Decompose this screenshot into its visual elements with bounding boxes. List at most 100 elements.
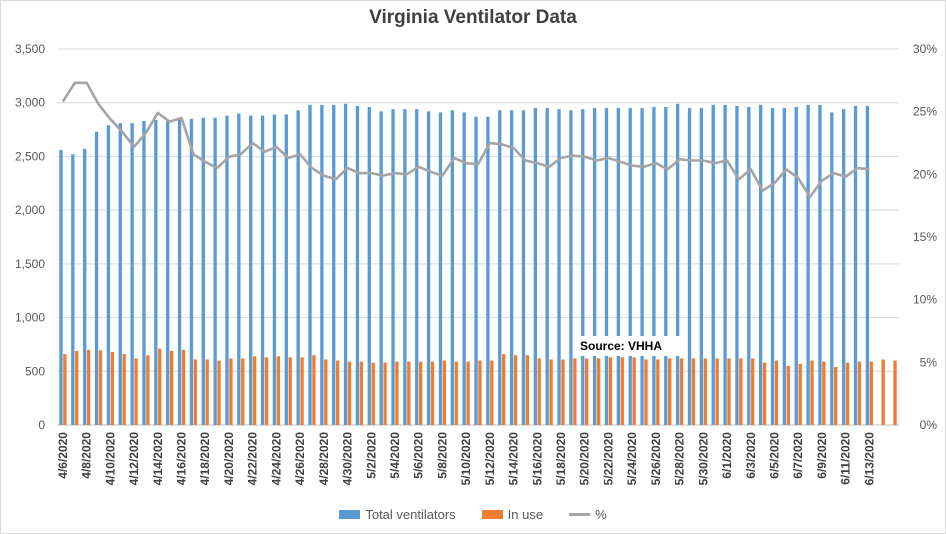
total-ventilators-bar bbox=[367, 107, 371, 426]
in-use-bar bbox=[347, 361, 352, 425]
x-tick-label: 4/20/2020 bbox=[222, 432, 236, 486]
y-left-tick-label: 3,000 bbox=[15, 96, 45, 110]
in-use-bar bbox=[181, 349, 186, 425]
x-tick-label: 5/22/2020 bbox=[601, 432, 615, 486]
total-ventilators-bar bbox=[59, 149, 63, 426]
x-tick-label: 4/18/2020 bbox=[198, 432, 212, 486]
in-use-bar bbox=[525, 355, 530, 425]
in-use-bar bbox=[691, 358, 696, 425]
y-right-tick-label: 25% bbox=[913, 105, 937, 119]
in-use-bar bbox=[751, 358, 755, 425]
total-ventilators-bar bbox=[842, 109, 846, 425]
in-use-bars bbox=[63, 348, 897, 425]
in-use-bar bbox=[241, 358, 245, 425]
x-tick-label: 5/6/2020 bbox=[412, 432, 426, 479]
in-use-bar bbox=[834, 366, 838, 425]
total-ventilators-bar bbox=[189, 118, 194, 425]
in-use-bar bbox=[608, 357, 613, 425]
x-tick-label: 5/26/2020 bbox=[649, 432, 663, 486]
in-use-bar bbox=[146, 355, 150, 425]
x-tick-label: 5/28/2020 bbox=[673, 432, 687, 486]
in-use-bar bbox=[596, 358, 601, 425]
total-ventilators-bar bbox=[699, 108, 704, 425]
total-ventilators-bar bbox=[225, 115, 229, 425]
y-right-tick-label: 30% bbox=[913, 42, 937, 56]
total-ventilators-bar bbox=[735, 105, 739, 426]
y-right-tick-label: 15% bbox=[913, 230, 937, 244]
legend-swatch-total bbox=[339, 510, 361, 519]
total-ventilators-bar bbox=[71, 154, 75, 425]
in-use-bar bbox=[98, 350, 103, 425]
x-tick-label: 4/10/2020 bbox=[103, 432, 117, 486]
x-tick-label: 4/28/2020 bbox=[317, 432, 331, 486]
y-left-tick-label: 3,500 bbox=[15, 42, 45, 56]
right-axis-ticks: 0% 5% 10% 15% 20% 25% 30% bbox=[913, 42, 937, 432]
total-ventilators-bar bbox=[450, 110, 454, 425]
in-use-bar bbox=[585, 358, 589, 425]
x-tick-label: 6/3/2020 bbox=[744, 432, 758, 479]
in-use-bar bbox=[857, 361, 862, 425]
in-use-bar bbox=[122, 354, 126, 425]
total-ventilators-bar bbox=[237, 113, 241, 425]
in-use-bar bbox=[656, 359, 660, 425]
y-left-tick-label: 1,000 bbox=[15, 311, 45, 325]
in-use-bar bbox=[217, 360, 221, 425]
in-use-bar bbox=[620, 357, 624, 425]
source-annotation: Source: VHHA bbox=[574, 336, 682, 356]
total-ventilators-bar bbox=[664, 107, 668, 426]
total-ventilators-bar bbox=[592, 108, 597, 425]
total-ventilators-bar bbox=[604, 108, 609, 425]
x-tick-label: 6/1/2020 bbox=[720, 432, 734, 479]
x-tick-label: 4/12/2020 bbox=[127, 432, 141, 486]
x-tick-label: 5/2/2020 bbox=[364, 432, 378, 479]
legend-item-percent[interactable]: % bbox=[569, 507, 607, 522]
total-ventilators-bar bbox=[391, 109, 395, 425]
total-ventilators-bar bbox=[652, 107, 656, 426]
total-ventilators-bar bbox=[533, 108, 537, 425]
in-use-bar bbox=[513, 355, 518, 425]
in-use-bar bbox=[869, 361, 873, 425]
x-tick-label: 5/16/2020 bbox=[530, 432, 544, 486]
in-use-bar bbox=[466, 361, 470, 425]
in-use-bar bbox=[110, 351, 114, 425]
percent-series-line bbox=[61, 81, 870, 199]
in-use-bar bbox=[75, 350, 79, 425]
percent-line bbox=[61, 81, 870, 199]
in-use-bar bbox=[169, 350, 174, 425]
total-ventilators-bar bbox=[474, 116, 478, 426]
total-ventilators-bar bbox=[272, 114, 277, 425]
total-ventilators-bar bbox=[711, 104, 715, 425]
total-ventilators-bar bbox=[687, 108, 692, 425]
x-tick-label: 6/5/2020 bbox=[767, 432, 781, 479]
in-use-bar bbox=[300, 357, 304, 425]
total-ventilators-bar bbox=[865, 105, 870, 426]
total-ventilators-bar bbox=[581, 109, 585, 425]
total-ventilators-bar bbox=[201, 117, 205, 426]
x-tick-label: 4/26/2020 bbox=[293, 432, 307, 486]
legend-item-total[interactable]: Total ventilators bbox=[339, 507, 456, 522]
y-right-tick-label: 5% bbox=[920, 355, 938, 369]
x-tick-label: 5/12/2020 bbox=[483, 432, 497, 486]
x-tick-label: 5/30/2020 bbox=[696, 432, 710, 486]
legend-item-inuse[interactable]: In use bbox=[481, 507, 543, 522]
in-use-bar bbox=[739, 358, 743, 425]
x-axis-ticks: 4/6/2020 4/8/2020 4/10/2020 4/12/2020 4/14/2… bbox=[56, 432, 876, 486]
in-use-bar bbox=[727, 358, 731, 425]
total-ventilators-bar bbox=[569, 110, 573, 425]
x-tick-label: 4/24/2020 bbox=[269, 432, 283, 486]
in-use-bar bbox=[632, 357, 636, 425]
legend-label-total: Total ventilators bbox=[365, 507, 456, 522]
total-ventilators-bar bbox=[260, 115, 265, 425]
total-ventilators-bars bbox=[59, 103, 870, 426]
x-tick-label: 5/8/2020 bbox=[435, 432, 449, 479]
left-axis-ticks: 0 500 1,000 1,500 2,000 2,500 3,000 3,500 bbox=[15, 42, 45, 432]
in-use-bar bbox=[359, 361, 364, 425]
in-use-bar bbox=[478, 360, 482, 425]
in-use-bar bbox=[63, 354, 67, 425]
total-ventilators-bar bbox=[130, 123, 134, 425]
y-right-tick-label: 20% bbox=[913, 167, 937, 181]
total-ventilators-bar bbox=[782, 108, 787, 425]
y-left-tick-label: 2,500 bbox=[15, 149, 45, 163]
